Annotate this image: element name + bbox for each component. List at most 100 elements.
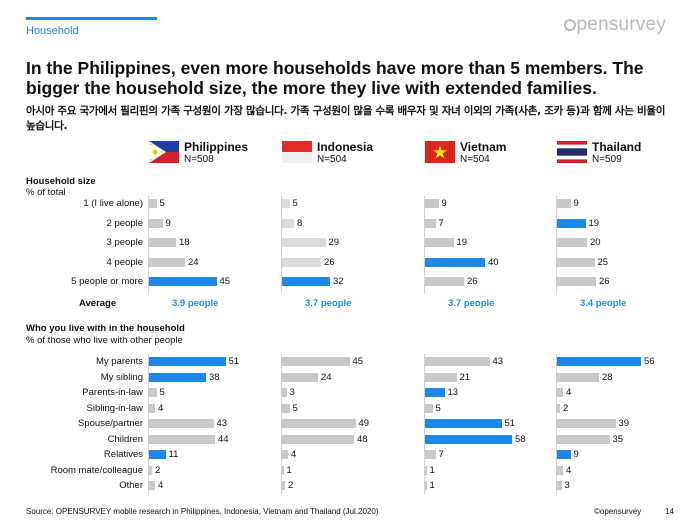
data-bar [557,238,587,247]
data-label: 29 [328,237,340,248]
data-label: 1 [429,480,435,491]
data-label: 24 [321,371,332,383]
data-label: 49 [358,418,370,429]
data-bar [425,450,436,459]
data-bar [557,372,599,382]
data-bar [425,257,485,267]
data-bar [149,403,155,413]
data-bar [282,199,290,208]
data-bar [425,481,427,490]
data-bar [557,257,595,267]
country-name: Philippines [184,140,249,154]
data-label: 9 [573,449,579,460]
data-label: 4 [566,387,572,398]
data-label: 5 [159,198,165,209]
household-size-title: Household size [26,176,96,187]
data-label: 4 [291,449,297,460]
data-bar [149,481,155,490]
data-label: 45 [219,276,231,287]
axis-line [281,354,282,494]
data-bar [425,419,502,428]
philippines-flag-icon [149,141,179,163]
data-label: 21 [459,371,471,383]
data-label: 25 [597,256,609,268]
data-label: 4 [158,480,164,491]
logo-text: pensurvey [576,14,666,35]
data-label: 1 [286,464,292,476]
data-bar [149,199,157,208]
category-label: Room mate/colleague [50,464,143,476]
average-value: 3.7 people [448,298,495,309]
data-bar [425,218,436,228]
household-size-subtitle: % of total [26,187,66,198]
section-tag: Household [26,25,79,37]
data-bar [557,450,571,459]
axis-line [556,196,557,294]
data-label: 7 [438,217,444,229]
data-bar [282,218,294,228]
data-bar [149,218,163,228]
data-bar [282,403,290,413]
subheadline: 아시아 주요 국가에서 필리핀의 가족 구성원이 가장 많습니다. 가족 구성원… [26,105,666,132]
data-bar [557,277,596,286]
data-label: 26 [599,276,610,287]
data-label: 2 [288,480,294,491]
data-bar [425,434,512,444]
axis-line [148,196,149,294]
data-label: 26 [324,256,335,268]
data-label: 1 [429,464,435,476]
data-label: 5 [292,198,298,209]
data-bar [557,434,610,444]
data-label: 43 [216,418,228,429]
country-sample-size: N=504 [317,154,347,165]
data-label: 11 [168,449,179,460]
data-label: 3 [564,480,570,491]
data-label: 2 [563,402,569,414]
category-label: Parents-in-law [82,387,143,398]
axis-line [556,354,557,494]
thailand-flag-icon [557,141,587,163]
data-bar [557,481,562,490]
data-label: 48 [357,433,368,445]
live-with-subtitle: % of those who live with other people [26,335,183,346]
category-label: 2 people [106,217,143,229]
data-bar [149,465,152,475]
data-label: 39 [618,418,630,429]
data-label: 56 [644,356,655,367]
data-bar [282,357,350,366]
category-label: Sibling-in-law [86,402,144,414]
data-bar [425,372,457,382]
data-label: 26 [467,276,478,287]
data-label: 4 [158,402,164,414]
data-label: 5 [159,387,165,398]
average-label: Average [79,298,117,309]
country-sample-size: N=509 [592,154,622,165]
data-label: 9 [441,198,447,209]
logo-o-icon [563,19,576,31]
data-bar [149,277,217,286]
data-label: 35 [612,433,624,445]
data-label: 5 [435,402,441,414]
data-bar [282,450,288,459]
axis-line [148,354,149,494]
data-bar [282,372,318,382]
data-label: 44 [218,433,229,445]
category-label: 1 (I live alone) [83,198,143,209]
data-label: 40 [488,256,499,268]
page-number: 14 [665,507,674,516]
data-bar [557,388,563,397]
data-bar [282,388,287,397]
category-label: 5 people or more [71,276,143,287]
data-label: 24 [188,256,199,268]
opensurvey-logo: pensurvey [563,14,666,36]
data-bar [425,199,439,208]
category-label: My sibling [100,371,143,383]
data-bar [425,465,427,475]
country-sample-size: N=508 [184,154,214,165]
data-label: 9 [165,217,171,229]
data-bar [282,277,330,286]
data-bar [149,372,206,382]
footer-logo: ©opensurvey [594,507,642,516]
data-bar [282,481,285,490]
indonesia-flag-icon [282,141,312,163]
